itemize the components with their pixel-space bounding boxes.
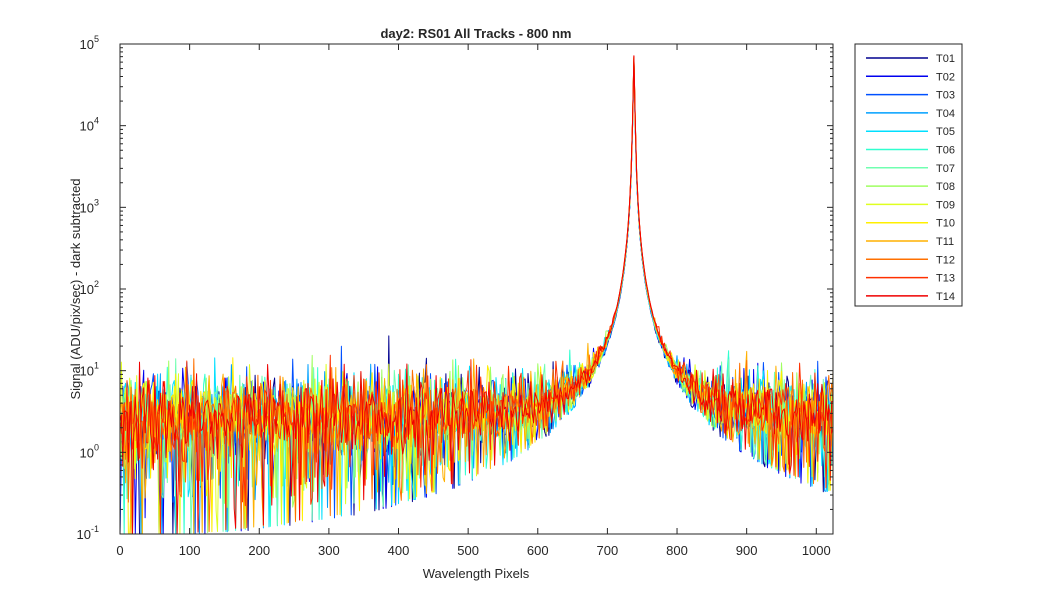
legend-box	[854, 43, 963, 307]
legend: T01 T02 T03 T04 T05 T06 T07 T08 T09 T10 T11 T12 T13 T…	[854, 43, 963, 307]
legend-label-t02: T02	[936, 71, 955, 83]
y-tick-label: 105	[80, 34, 99, 52]
legend-label-t11: T11	[936, 236, 954, 248]
x-tick-labels: 0 100 200 300 400 500 600 700 800 900 1000	[116, 543, 830, 558]
x-tick-label: 800	[666, 543, 688, 558]
x-tick-label: 200	[248, 543, 270, 558]
legend-entries: T01 T02 T03 T04 T05 T06 T07 T08 T09 T10 T11 T12 T13 T…	[866, 53, 955, 303]
x-tick-marks	[119, 44, 817, 534]
x-tick-label: 700	[597, 543, 619, 558]
legend-label-t08: T08	[936, 181, 955, 193]
x-tick-label: 600	[527, 543, 549, 558]
legend-label-t10: T10	[936, 218, 955, 230]
x-tick-label: 1000	[802, 543, 831, 558]
x-tick-label: 900	[736, 543, 758, 558]
x-tick-label: 500	[457, 543, 479, 558]
x-tick-label: 400	[388, 543, 410, 558]
legend-label-t03: T03	[936, 90, 955, 102]
x-tick-label: 0	[116, 543, 123, 558]
legend-label-t14: T14	[936, 291, 955, 303]
x-tick-label: 100	[179, 543, 201, 558]
y-tick-marks	[120, 43, 833, 535]
y-tick-label: 104	[80, 116, 99, 134]
y-tick-label: 10-1	[77, 524, 99, 542]
chart-title: day2: RS01 All Tracks - 800 nm	[380, 26, 571, 41]
series-line-t14	[119, 55, 834, 535]
legend-label-t05: T05	[936, 126, 955, 138]
legend-label-t04: T04	[936, 108, 955, 120]
legend-label-t07: T07	[936, 163, 955, 175]
series-layer	[119, 55, 834, 535]
y-tick-label: 100	[80, 442, 99, 460]
x-tick-label: 300	[318, 543, 340, 558]
x-axis-label: Wavelength Pixels	[423, 566, 530, 581]
legend-label-t09: T09	[936, 199, 955, 211]
y-axis-label: Signal (ADU/pix/sec) - dark subtracted	[68, 178, 83, 399]
legend-label-t01: T01	[936, 53, 955, 65]
legend-label-t06: T06	[936, 145, 955, 157]
legend-label-t12: T12	[936, 254, 955, 266]
legend-label-t13: T13	[936, 273, 955, 285]
series-line-t13	[119, 55, 834, 535]
